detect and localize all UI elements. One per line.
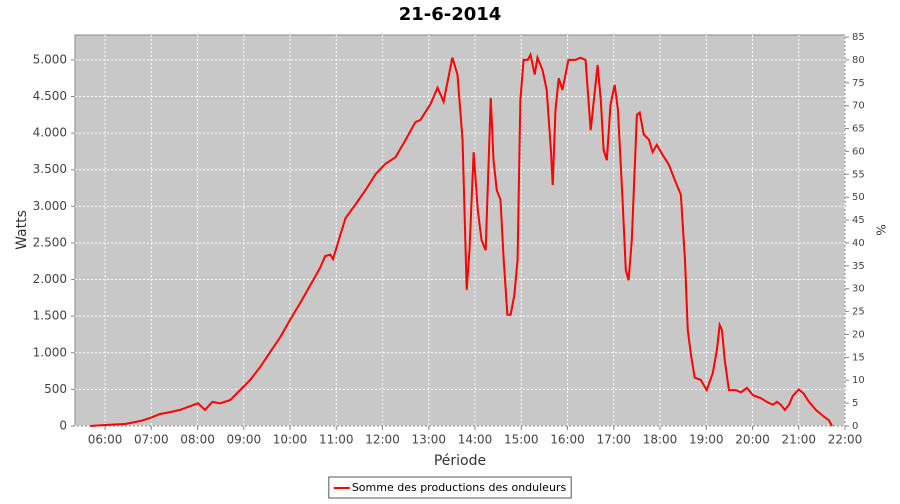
y2-tick-label: 10	[852, 375, 865, 386]
y2-tick-label: 30	[852, 284, 865, 295]
x-tick-label: 20:00	[735, 433, 770, 447]
x-tick-label: 22:00	[828, 433, 863, 447]
x-tick-label: 14:00	[458, 433, 493, 447]
legend-box	[328, 476, 572, 499]
chart-title: 21-6-2014	[399, 4, 502, 25]
y2-tick-label: 50	[852, 192, 865, 203]
y-tick-label: 2.500	[33, 235, 67, 249]
y2-tick-label: 5	[852, 398, 858, 409]
y2-tick-label: 15	[852, 352, 865, 363]
y-tick-label: 0	[59, 419, 67, 433]
y2-tick-label: 40	[852, 238, 865, 249]
y2-tick-label: 25	[852, 307, 865, 318]
legend-label: Somme des productions des onduleurs	[352, 481, 567, 494]
x-tick-label: 06:00	[88, 433, 123, 447]
legend: Somme des productions des onduleurs	[328, 476, 572, 499]
x-tick-label: 15:00	[504, 433, 539, 447]
x-tick-label: 10:00	[273, 433, 308, 447]
x-tick-label: 19:00	[689, 433, 724, 447]
y-tick-label: 1.500	[33, 309, 67, 323]
y2-tick-label: 45	[852, 215, 865, 226]
y2-tick-label: 70	[852, 101, 865, 112]
line-series	[90, 51, 833, 427]
y2-tick-label: 35	[852, 261, 865, 272]
x-tick-label: 18:00	[643, 433, 678, 447]
y2-tick-label: 20	[852, 329, 865, 340]
y2-tick-label: 65	[852, 124, 865, 135]
y-tick-label: 1.000	[33, 345, 67, 359]
y2-tick-label: 75	[852, 78, 865, 89]
y-tick-label: 500	[44, 382, 67, 396]
x-tick-label: 12:00	[365, 433, 400, 447]
y-tick-label: 4.500	[33, 89, 67, 103]
y-axis-label: Watts	[14, 210, 30, 250]
y-tick-label: 3.500	[33, 162, 67, 176]
x-tick-label: 21:00	[781, 433, 816, 447]
x-axis-label: Période	[434, 453, 486, 469]
y-tick-label: 4.000	[33, 126, 67, 140]
x-tick-label: 08:00	[180, 433, 215, 447]
y2-tick-label: 60	[852, 146, 865, 157]
x-tick-label: 11:00	[319, 433, 354, 447]
y2-tick-label: 85	[852, 32, 865, 43]
x-tick-label: 09:00	[227, 433, 262, 447]
y-tick-label: 2.000	[33, 272, 67, 286]
x-tick-label: 07:00	[134, 433, 169, 447]
plot-area	[74, 34, 846, 427]
x-tick-label: 16:00	[550, 433, 585, 447]
y-tick-label: 5.000	[33, 52, 67, 66]
x-tick-label: 13:00	[411, 433, 446, 447]
x-tick-label: 17:00	[596, 433, 631, 447]
y2-axis-label: %	[874, 224, 888, 235]
y2-tick-label: 55	[852, 169, 865, 180]
y2-tick-label: 80	[852, 55, 865, 66]
y-tick-label: 3.000	[33, 199, 67, 213]
y2-tick-label: 0	[852, 421, 858, 432]
